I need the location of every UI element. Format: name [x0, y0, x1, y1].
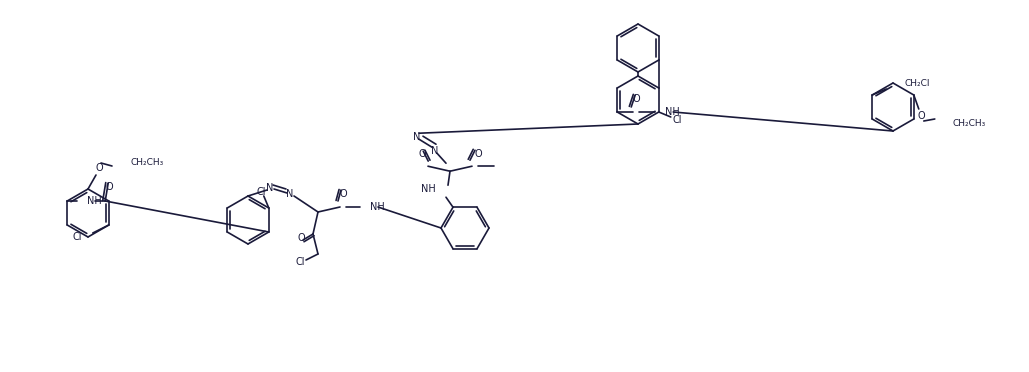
Text: O: O	[340, 189, 347, 199]
Text: N: N	[414, 132, 421, 142]
Text: NH: NH	[370, 202, 385, 212]
Text: O: O	[418, 149, 426, 159]
Text: O: O	[96, 163, 103, 173]
Text: N: N	[431, 146, 438, 156]
Text: Cl: Cl	[672, 115, 681, 125]
Text: NH: NH	[665, 107, 680, 117]
Text: N: N	[286, 189, 293, 199]
Text: CH₂Cl: CH₂Cl	[904, 78, 930, 87]
Text: N: N	[267, 183, 274, 193]
Text: NH: NH	[87, 196, 102, 206]
Text: O: O	[633, 94, 640, 104]
Text: NH: NH	[421, 184, 436, 194]
Text: O: O	[918, 111, 926, 121]
Text: O: O	[474, 149, 482, 159]
Text: Cl: Cl	[256, 187, 265, 197]
Text: Cl: Cl	[295, 257, 305, 267]
Text: O: O	[297, 233, 305, 243]
Text: CH₂CH₃: CH₂CH₃	[130, 157, 164, 167]
Text: O: O	[105, 182, 113, 192]
Text: CH₂CH₃: CH₂CH₃	[953, 119, 986, 128]
Text: Cl: Cl	[72, 232, 81, 242]
